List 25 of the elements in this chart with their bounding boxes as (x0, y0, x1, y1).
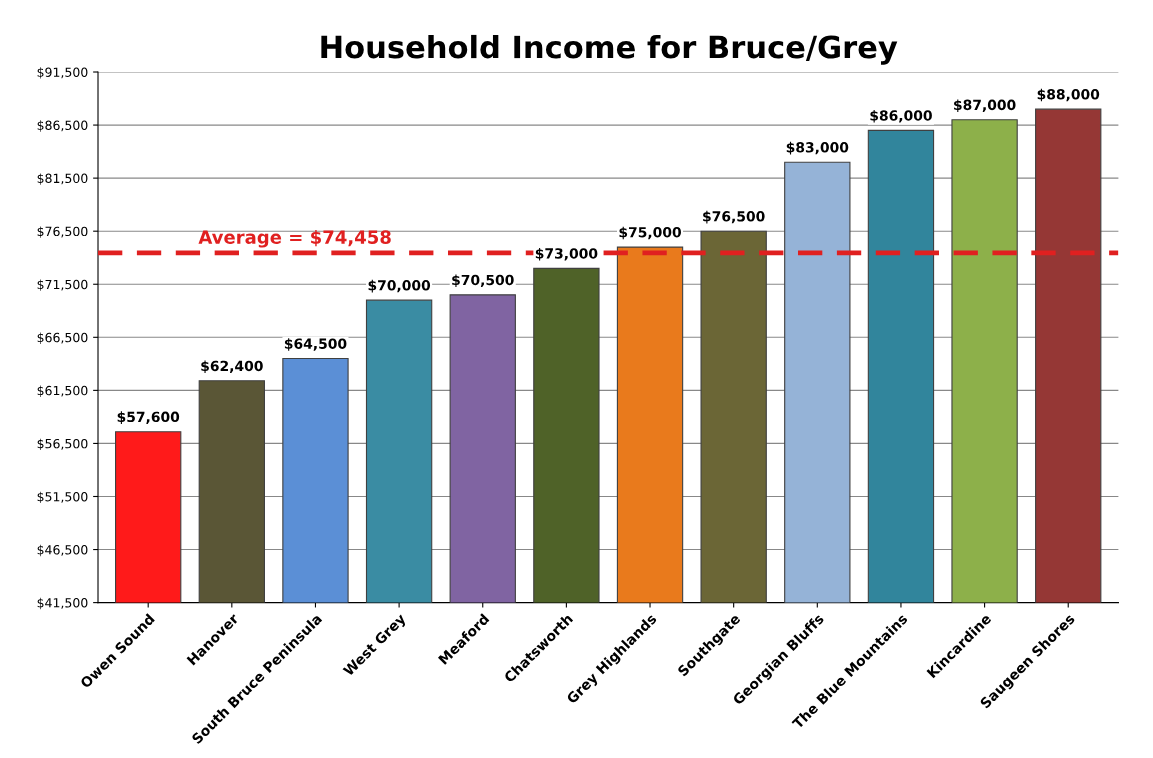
y-tick-label: $61,500 (37, 385, 88, 397)
data-label: $75,000 (619, 226, 681, 240)
y-tick-label: $91,500 (37, 67, 88, 79)
y-tick-label: $46,500 (37, 544, 88, 557)
data-label: $86,000 (870, 109, 932, 123)
y-tick-label: $51,500 (37, 491, 88, 504)
ref-line-label: Average = $74,458 (198, 229, 391, 248)
y-tick-label: $66,500 (37, 332, 88, 344)
data-label: $57,600 (117, 411, 180, 424)
data-label: $73,000 (535, 247, 598, 261)
data-label: $83,000 (786, 141, 849, 155)
y-tick-label: $56,500 (37, 438, 88, 451)
y-tick-label: $86,500 (37, 120, 88, 132)
data-label: $70,500 (452, 274, 514, 288)
data-label: $62,400 (201, 360, 263, 374)
y-tick-label: $76,500 (37, 226, 88, 238)
data-label: $70,000 (368, 279, 431, 293)
y-tick-label: $71,500 (37, 279, 88, 291)
y-tick-label: $81,500 (37, 173, 88, 185)
chart-title: Household Income for Bruce/Grey (321, 34, 898, 65)
data-label: $76,500 (703, 210, 765, 224)
data-label: $87,000 (954, 99, 1016, 112)
data-label: $64,500 (284, 338, 347, 351)
data-label: $88,000 (1037, 88, 1100, 102)
y-tick-label: $41,500 (37, 597, 88, 610)
